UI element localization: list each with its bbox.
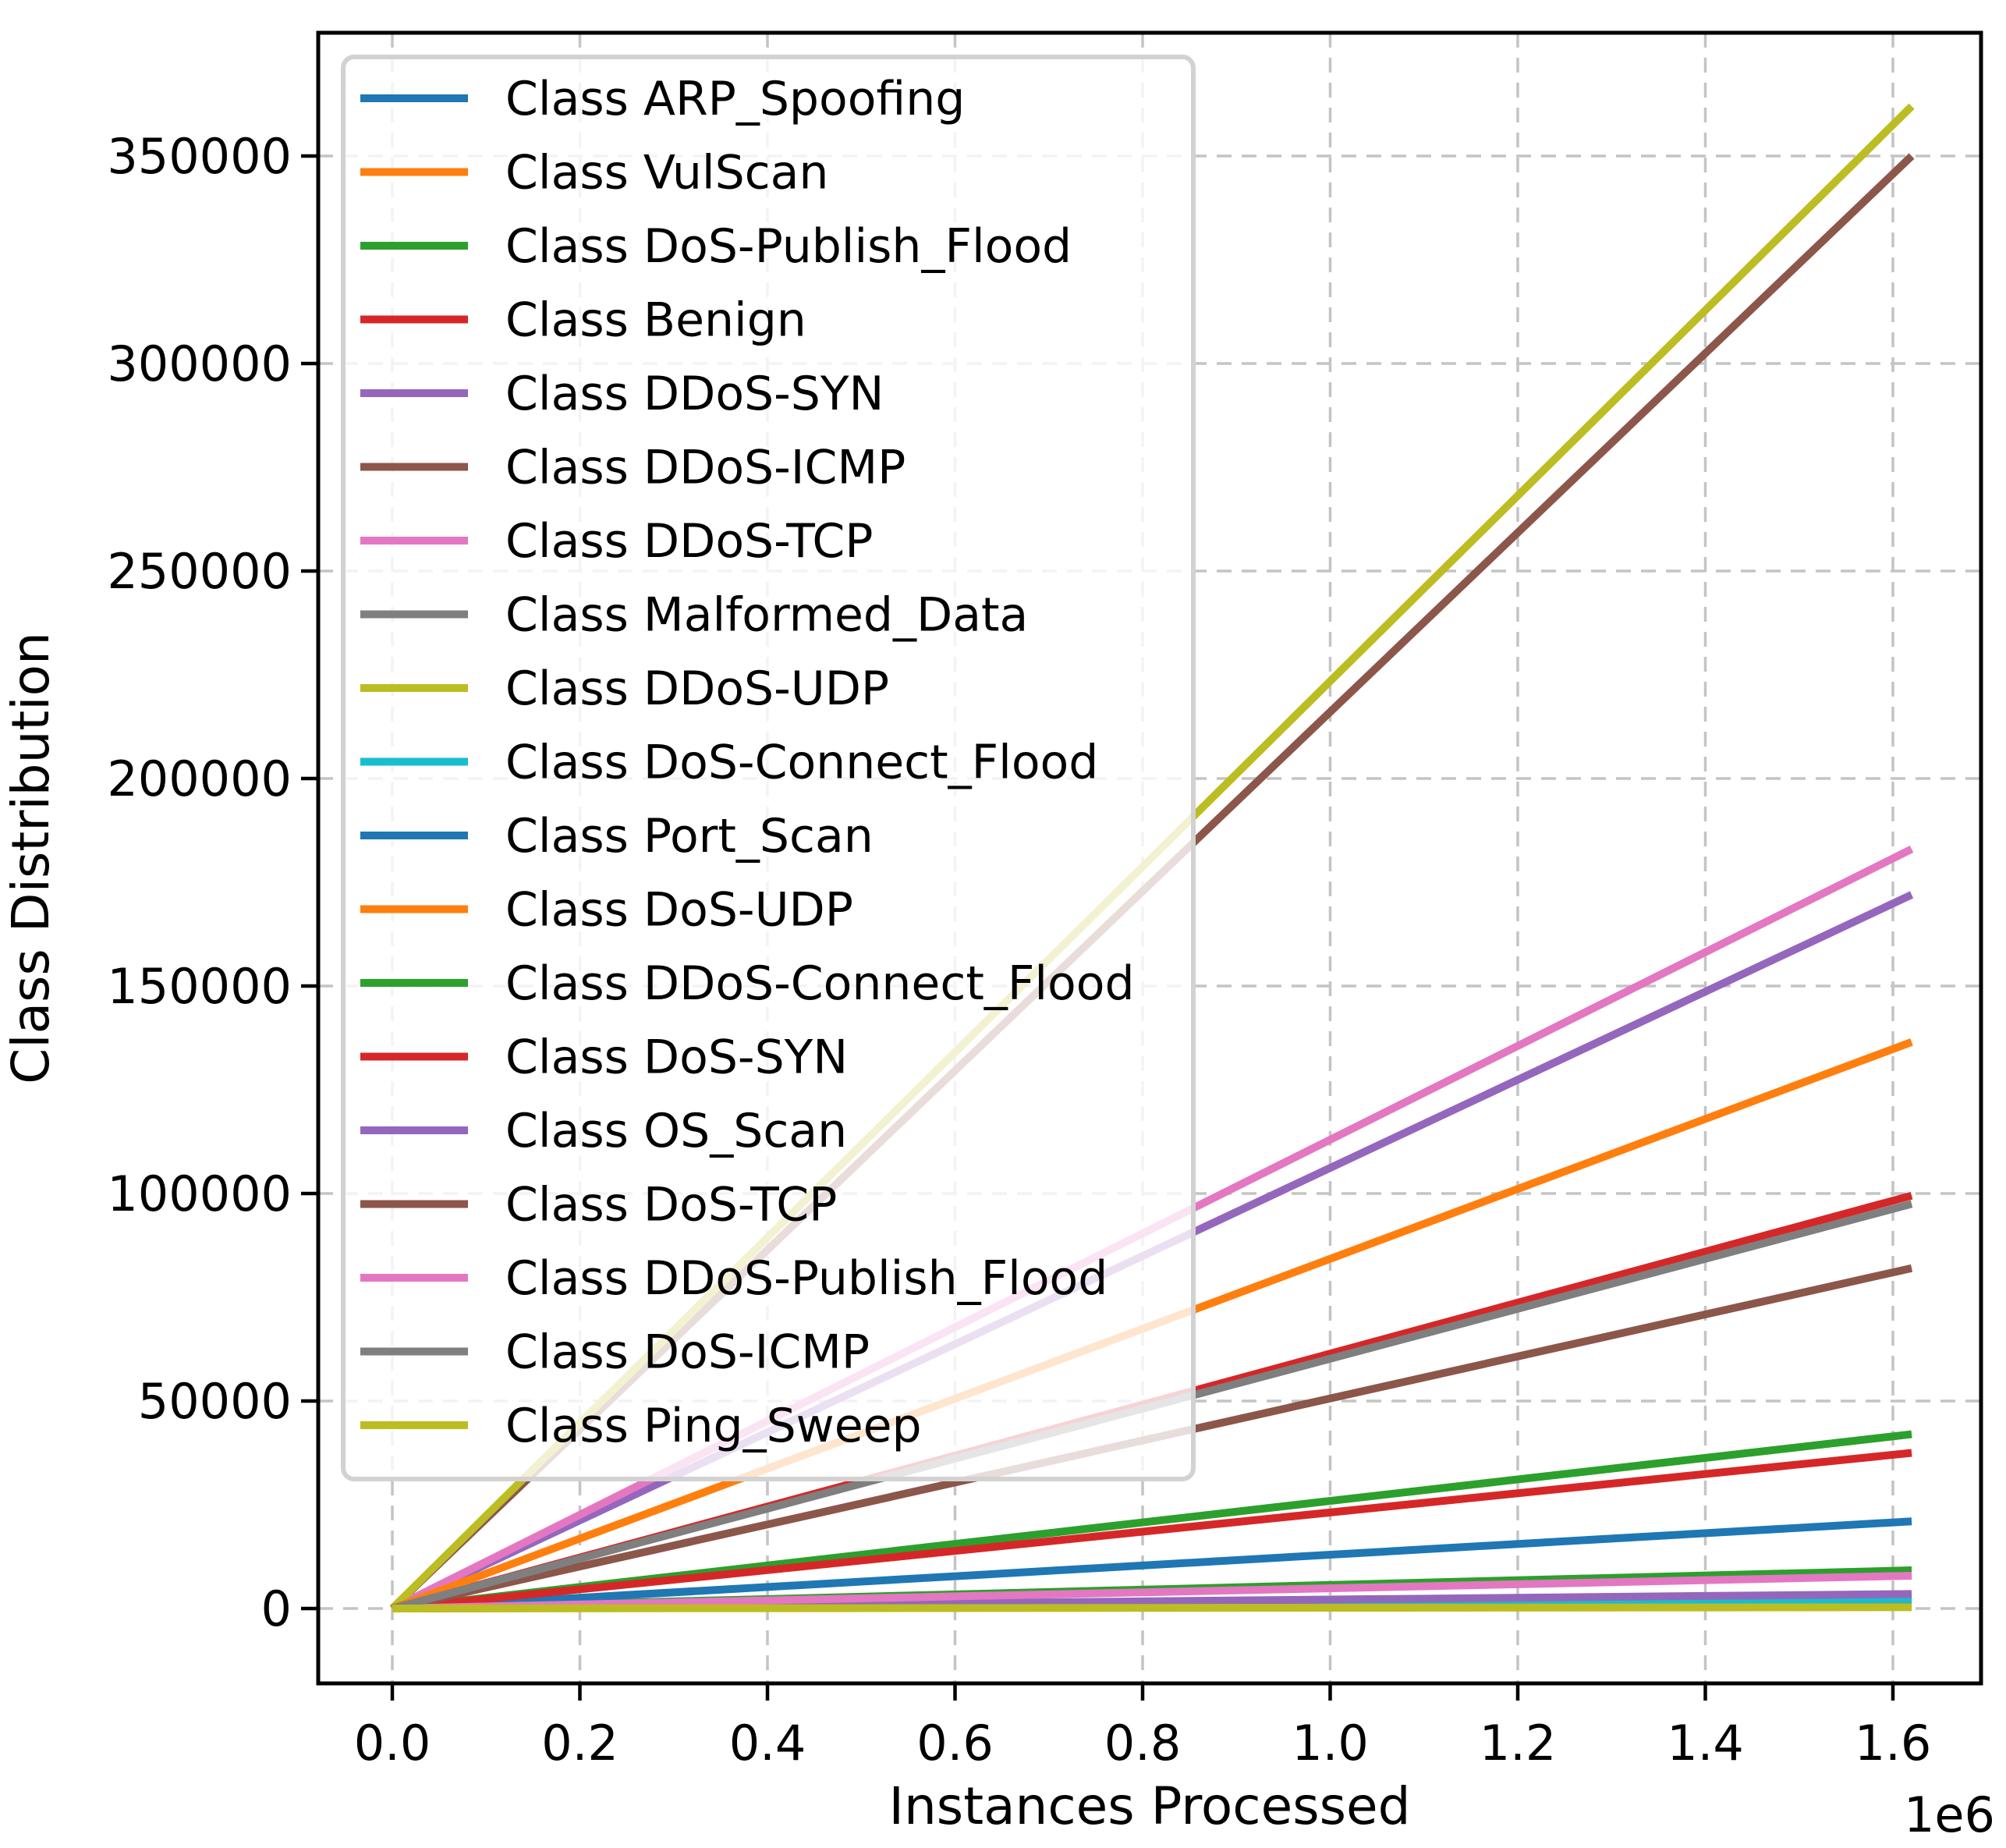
x-tick-label: 0.8 [1104, 1715, 1182, 1772]
x-tick-label: 0.2 [541, 1715, 618, 1772]
legend-label-class-ddos-udp: Class DDoS-UDP [505, 662, 889, 716]
legend-row-class-dos-publish-flood: Class DoS-Publish_Flood [360, 219, 1072, 274]
y-tick-label: 300000 [107, 335, 292, 392]
legend-label-class-ddos-syn: Class DDoS-SYN [505, 367, 884, 421]
x-tick-label: 0.0 [354, 1715, 431, 1772]
legend-label-class-dos-icmp: Class DoS-ICMP [505, 1325, 870, 1380]
legend-label-class-ping-sweep: Class Ping_Sweep [505, 1399, 922, 1453]
legend-label-class-ddos-icmp: Class DDoS-ICMP [505, 441, 906, 495]
legend-label-class-ddos-publish-flood: Class DDoS-Publish_Flood [505, 1251, 1108, 1306]
x-tick-label: 1.2 [1480, 1715, 1557, 1772]
x-tick-label: 1.0 [1292, 1715, 1369, 1772]
legend-row-class-malformed-data: Class Malformed_Data [360, 588, 1028, 643]
y-tick-label: 50000 [138, 1373, 292, 1430]
legend-row-class-ddos-publish-flood: Class DDoS-Publish_Flood [360, 1251, 1108, 1306]
series-line-class-ping-sweep [392, 1603, 1912, 1612]
legend-label-class-port-scan: Class Port_Scan [505, 809, 874, 864]
legend-label-class-dos-syn: Class DoS-SYN [505, 1030, 848, 1085]
legend-row-class-benign: Class Benign [360, 293, 806, 348]
x-tick-label: 1.6 [1855, 1715, 1932, 1772]
y-tick-label: 250000 [107, 543, 292, 600]
legend-row-class-ddos-connect-flood: Class DDoS-Connect_Flood [360, 956, 1135, 1011]
legend-label-class-malformed-data: Class Malformed_Data [505, 588, 1028, 643]
legend-row-class-dos-udp: Class DoS-UDP [360, 883, 853, 938]
legend-row-class-os-scan: Class OS_Scan [360, 1104, 847, 1158]
legend-row-class-dos-icmp: Class DoS-ICMP [360, 1325, 870, 1380]
legend-box [341, 55, 1196, 1481]
y-tick-label: 100000 [107, 1165, 292, 1222]
series-line-class-port-scan [392, 1517, 1912, 1612]
legend-row-class-dos-connect-flood: Class DoS-Connect_Flood [360, 736, 1098, 790]
legend-label-class-ddos-tcp: Class DDoS-TCP [505, 514, 873, 569]
legend-row-class-vulscan: Class VulScan [360, 146, 828, 200]
legend-label-class-dos-connect-flood: Class DoS-Connect_Flood [505, 736, 1098, 790]
legend-label-class-ddos-connect-flood: Class DDoS-Connect_Flood [505, 956, 1135, 1011]
y-tick-label: 0 [261, 1580, 292, 1637]
axis-ticks: 0.0 0.2 0.4 0.6 0.8 1.0 1.2 1.4 1.6 0 50000 100000 1… [107, 128, 1931, 1772]
legend-row-class-ddos-tcp: Class DDoS-TCP [360, 514, 873, 569]
y-axis-label: Class Distribution [1, 632, 61, 1084]
legend-row-class-arp-spoofing: Class ARP_Spoofing [360, 72, 965, 126]
legend-row-class-ddos-udp: Class DDoS-UDP [360, 662, 889, 716]
legend-row-class-ping-sweep: Class Ping_Sweep [360, 1399, 922, 1453]
legend-row-class-port-scan: Class Port_Scan [360, 809, 874, 864]
series-line-class-ddos-publish-flood [392, 1571, 1912, 1612]
legend-row-class-dos-syn: Class DoS-SYN [360, 1030, 848, 1085]
legend-label-class-dos-publish-flood: Class DoS-Publish_Flood [505, 219, 1072, 274]
x-axis-label: Instances Processed [889, 1776, 1411, 1836]
legend-row-class-ddos-syn: Class DDoS-SYN [360, 367, 884, 421]
x-tick-label: 1.4 [1667, 1715, 1744, 1772]
x-tick-label: 0.6 [916, 1715, 994, 1772]
legend-label-class-os-scan: Class OS_Scan [505, 1104, 847, 1158]
legend: Class ARP_Spoofing Class VulScan Class DoS… [341, 55, 1196, 1481]
legend-label-class-vulscan: Class VulScan [505, 146, 828, 200]
legend-row-class-ddos-icmp: Class DDoS-ICMP [360, 441, 906, 495]
legend-label-class-arp-spoofing: Class ARP_Spoofing [505, 72, 965, 126]
x-axis-offset-label: 1e6 [1904, 1786, 1995, 1843]
x-tick-label: 0.4 [729, 1715, 806, 1772]
plot-border [316, 30, 1983, 1686]
series-lines [389, 103, 1915, 1612]
legend-rows: Class ARP_Spoofing Class VulScan Class DoS… [360, 72, 1135, 1453]
y-tick-label: 150000 [107, 958, 292, 1015]
y-tick-label: 200000 [107, 750, 292, 807]
legend-row-class-dos-tcp: Class DoS-TCP [360, 1178, 837, 1233]
legend-label-class-dos-tcp: Class DoS-TCP [505, 1178, 837, 1233]
y-tick-label: 350000 [107, 128, 292, 185]
legend-label-class-dos-udp: Class DoS-UDP [505, 883, 853, 938]
series-line-class-dos-syn [392, 1449, 1912, 1612]
legend-label-class-benign: Class Benign [505, 293, 806, 348]
